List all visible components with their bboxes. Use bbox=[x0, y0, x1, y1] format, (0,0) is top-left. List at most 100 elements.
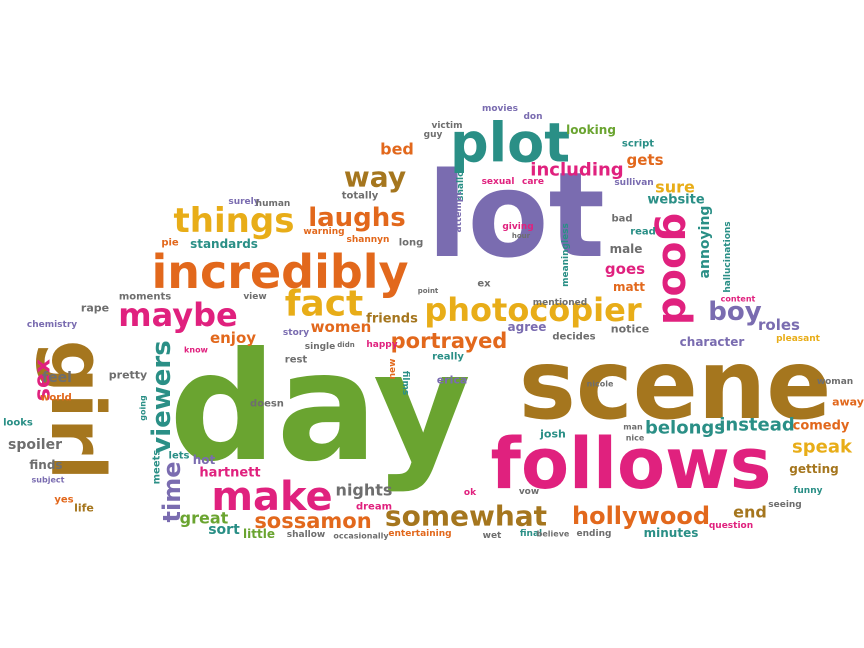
word-character: character bbox=[680, 335, 745, 349]
word-matt: matt bbox=[613, 280, 645, 294]
word-end: end bbox=[733, 503, 767, 522]
word-speak: speak bbox=[792, 437, 853, 458]
word-website: website bbox=[647, 193, 705, 208]
word-sex: sex bbox=[31, 359, 56, 401]
word-occasionally: occasionally bbox=[333, 532, 389, 541]
word-human: human bbox=[256, 199, 291, 209]
word-shallowness: shallowness bbox=[456, 139, 466, 201]
word-lets: lets bbox=[169, 451, 190, 462]
word-victim: victim bbox=[431, 121, 462, 131]
word-male: male bbox=[610, 242, 643, 256]
word-sort: sort bbox=[208, 522, 240, 538]
word-happy: happy bbox=[366, 340, 397, 350]
word-ending: ending bbox=[577, 529, 612, 539]
word-incredibly: incredibly bbox=[151, 245, 408, 299]
word-day: day bbox=[169, 321, 471, 495]
word-nights: nights bbox=[336, 481, 393, 500]
word-final: final bbox=[520, 529, 542, 539]
word-finds: finds bbox=[29, 458, 62, 472]
word-great: great bbox=[180, 509, 229, 528]
word-man: man bbox=[623, 423, 643, 432]
word-rest: rest bbox=[285, 355, 308, 366]
word-content: content bbox=[721, 295, 756, 304]
word-agree: agree bbox=[508, 320, 547, 334]
word-bad: bad bbox=[611, 214, 632, 225]
word-hollywood: hollywood bbox=[572, 502, 710, 530]
word-gets: gets bbox=[626, 151, 663, 169]
word-including: including bbox=[530, 160, 623, 181]
word-pie: pie bbox=[161, 238, 179, 249]
word-comedy: comedy bbox=[793, 419, 850, 434]
word-minutes: minutes bbox=[644, 526, 699, 540]
word-life: life bbox=[74, 502, 94, 515]
word-portrayed: portrayed bbox=[391, 329, 508, 353]
word-way: way bbox=[344, 161, 406, 194]
word-hot: hot bbox=[193, 453, 216, 467]
word-ok: ok bbox=[464, 488, 477, 498]
word-viewers: viewers bbox=[147, 340, 177, 453]
word-dream: dream bbox=[356, 502, 392, 513]
word-read: read bbox=[630, 227, 656, 238]
word-make: make bbox=[211, 474, 332, 520]
word-totally: totally bbox=[342, 191, 379, 202]
word-believe: believe bbox=[537, 530, 570, 539]
word-things: things bbox=[174, 201, 295, 241]
word-question: question bbox=[709, 521, 753, 531]
word-decides: decides bbox=[552, 332, 595, 343]
word-woman: woman bbox=[817, 377, 853, 387]
word-script: script bbox=[622, 139, 654, 150]
word-sure: sure bbox=[655, 178, 695, 197]
word-know: know bbox=[184, 346, 209, 355]
word-somewhat: somewhat bbox=[385, 500, 547, 533]
word-roles: roles bbox=[758, 316, 800, 334]
word-fact: fact bbox=[285, 284, 364, 325]
word-girl: girl bbox=[34, 340, 120, 480]
word-vow: vow bbox=[519, 487, 539, 497]
word-boy: boy bbox=[708, 297, 761, 327]
word-attempt: attempt bbox=[454, 191, 464, 233]
word-lot: lot bbox=[427, 146, 605, 284]
word-didn: didn bbox=[337, 341, 354, 349]
word-belongs: belongs bbox=[645, 418, 725, 439]
word-shannyn: shannyn bbox=[347, 235, 390, 245]
word-looking: looking bbox=[566, 123, 616, 137]
word-laughs: laughs bbox=[308, 203, 406, 233]
word-good: good bbox=[653, 213, 699, 325]
word-point: point bbox=[418, 287, 439, 295]
word-pretty: pretty bbox=[109, 369, 147, 382]
word-looks: looks bbox=[3, 418, 33, 429]
word-sullivan: sullivan bbox=[614, 178, 653, 188]
word-josh: josh bbox=[539, 428, 566, 441]
word-new: new bbox=[388, 359, 398, 380]
word-pleasant: pleasant bbox=[776, 334, 821, 344]
word-rape: rape bbox=[81, 302, 109, 315]
word-women: women bbox=[311, 318, 372, 336]
word-annoying: annoying bbox=[697, 206, 713, 279]
word-hallucinations: hallucinations bbox=[723, 221, 733, 292]
word-giving: giving bbox=[502, 222, 533, 232]
word-entertaining: entertaining bbox=[388, 529, 451, 539]
word-scene: scene bbox=[519, 329, 832, 441]
word-seeing: seeing bbox=[768, 500, 802, 510]
word-really: really bbox=[432, 352, 464, 363]
word-away: away bbox=[832, 396, 864, 409]
word-moments: moments bbox=[119, 292, 171, 303]
word-yes: yes bbox=[54, 495, 73, 506]
word-plot: plot bbox=[450, 112, 570, 175]
word-time: time bbox=[158, 462, 186, 523]
word-meaningless: meaningless bbox=[561, 223, 571, 287]
word-maybe: maybe bbox=[118, 296, 237, 334]
word-shallow: shallow bbox=[287, 530, 326, 540]
word-getting: getting bbox=[789, 462, 838, 476]
word-hour: hour bbox=[512, 232, 531, 240]
word-friends: friends bbox=[366, 312, 418, 327]
word-ex: ex bbox=[477, 279, 491, 290]
word-care: care bbox=[522, 177, 544, 187]
word-surely: surely bbox=[228, 197, 259, 207]
word-nicole: nicole bbox=[587, 380, 614, 389]
word-photocopier: photocopier bbox=[424, 291, 641, 329]
word-nice: nice bbox=[626, 434, 645, 443]
word-erica: erica bbox=[437, 374, 468, 387]
